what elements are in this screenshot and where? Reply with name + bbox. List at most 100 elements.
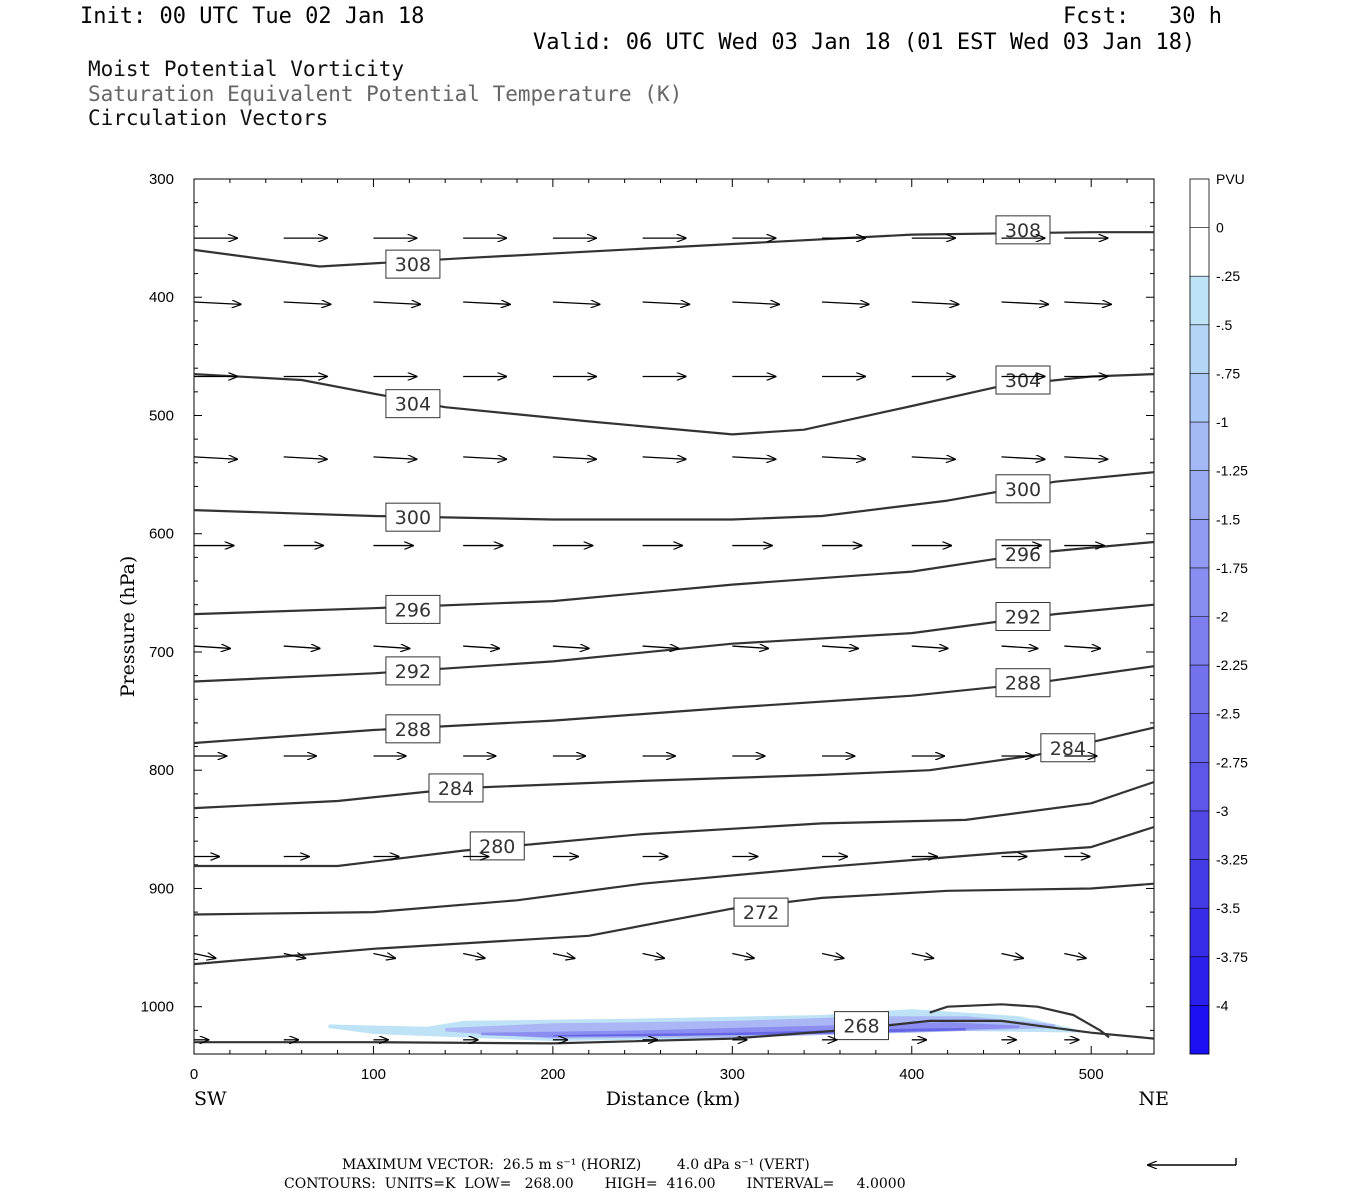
title-moist-pv: Moist Potential Vorticity — [88, 57, 405, 81]
contour-label-box — [469, 831, 525, 861]
circulation-vector — [463, 302, 510, 304]
contour-label-box — [385, 714, 441, 744]
colorbar-bin — [1190, 179, 1209, 229]
contour-label: 288 — [1005, 673, 1041, 695]
contour-label: 300 — [395, 507, 431, 529]
colorbar-label: -2.75 — [1216, 754, 1248, 770]
colorbar-label: -2 — [1216, 609, 1229, 625]
colorbar-label: -1.25 — [1216, 463, 1248, 479]
contour-label-box — [1040, 733, 1096, 763]
colorbar-bin — [1190, 908, 1209, 958]
circulation-vector — [642, 302, 690, 304]
y-tick-label: 500 — [149, 407, 174, 424]
contour-label-box — [995, 602, 1051, 631]
circulation-vector — [552, 953, 575, 958]
contour-284 — [193, 726, 1155, 810]
contour-label: 288 — [395, 719, 431, 741]
title-theta-es: Saturation Equivalent Potential Temperat… — [88, 82, 683, 106]
colorbar-label: -4 — [1216, 997, 1229, 1013]
title-circulation: Circulation Vectors — [88, 106, 329, 130]
colorbar-bin — [1190, 713, 1209, 763]
contour-label: 268 — [843, 1016, 879, 1038]
contour-308 — [193, 231, 1154, 268]
colorbar-bin — [1190, 324, 1209, 374]
circulation-vector — [822, 457, 865, 459]
contour-label-box — [385, 389, 441, 419]
circulation-vector — [642, 953, 665, 958]
x-axis-label: Distance (km) — [606, 1088, 741, 1110]
circulation-vector — [552, 302, 600, 304]
x-tick-label: 200 — [540, 1066, 565, 1083]
colorbar-bin — [1190, 616, 1209, 666]
colorbar-bin — [1190, 1005, 1209, 1055]
x-end-label-sw: SW — [194, 1088, 227, 1110]
circulation-vector — [463, 646, 499, 648]
circulation-vector — [283, 302, 331, 304]
circulation-vector — [1064, 646, 1100, 648]
plot-frame — [193, 178, 1155, 1055]
colorbar-bin — [1190, 859, 1209, 909]
circulation-vector — [1001, 302, 1048, 304]
circulation-vector — [193, 302, 241, 304]
contour-label-box — [995, 474, 1051, 504]
colorbar-bin — [1190, 810, 1209, 861]
contour-label-box — [385, 594, 441, 624]
contour-label-box — [385, 249, 441, 279]
contour-label: 308 — [1005, 220, 1041, 242]
y-tick-label: 600 — [149, 526, 174, 543]
circulation-vector — [193, 646, 230, 648]
circulation-vector — [283, 646, 320, 648]
colorbar-label: -3 — [1216, 803, 1229, 819]
circulation-vector — [1064, 457, 1107, 459]
colorbar-label: -3.25 — [1216, 852, 1248, 868]
contour-label: 304 — [1005, 370, 1041, 392]
circulation-vector — [193, 953, 216, 958]
circulation-vector — [1001, 457, 1044, 459]
circulation-vector — [642, 646, 679, 648]
y-tick-label: 400 — [149, 289, 174, 306]
x-end-label-ne: NE — [1139, 1088, 1170, 1110]
circulation-vector — [193, 457, 237, 459]
circulation-vector — [732, 457, 775, 459]
contour-label: 284 — [438, 778, 474, 800]
footer-contours: CONTOURS: UNITS=K LOW= 268.00 HIGH= 416.… — [284, 1176, 906, 1192]
circulation-vector — [821, 646, 858, 648]
circulation-vector — [1001, 646, 1037, 648]
contour-label: 296 — [1005, 544, 1041, 566]
contour-label: 292 — [395, 661, 431, 683]
colorbar-bin — [1190, 227, 1209, 277]
contour-276 — [193, 825, 1155, 916]
y-tick-label: 800 — [149, 762, 174, 779]
x-tick-label: 500 — [1079, 1066, 1104, 1083]
circulation-vector — [911, 457, 955, 459]
circulation-vector — [1064, 302, 1111, 304]
contour-label: 272 — [743, 902, 779, 924]
contour-label: 304 — [395, 394, 431, 416]
contour-label-box — [385, 656, 441, 686]
init-time: Init: 00 UTC Tue 02 Jan 18 — [80, 4, 425, 29]
circulation-vector — [283, 457, 327, 459]
forecast-hour: Fcst: 30 h — [1063, 4, 1222, 29]
x-tick-label: 300 — [720, 1066, 745, 1083]
colorbar-bin — [1190, 470, 1209, 520]
colorbar-label: -2.5 — [1216, 706, 1240, 722]
colorbar-bin — [1190, 276, 1209, 326]
contour-label-box — [834, 1011, 890, 1041]
contour-268 — [929, 1003, 1110, 1039]
x-tick-label: 100 — [361, 1066, 386, 1083]
circulation-vector — [463, 457, 506, 459]
contour-label: 296 — [395, 599, 431, 621]
colorbar-label: -1 — [1216, 414, 1229, 430]
contour-label-box — [385, 502, 441, 532]
circulation-vector — [911, 302, 959, 304]
contour-label: 284 — [1050, 738, 1086, 760]
x-tick-label: 0 — [190, 1066, 198, 1083]
colorbar-label: -1.75 — [1216, 560, 1248, 576]
contour-280 — [194, 780, 1155, 868]
colorbar-unit: PVU — [1216, 171, 1245, 187]
circulation-vector — [821, 953, 844, 958]
y-tick-label: 300 — [149, 171, 174, 188]
circulation-vector — [373, 646, 409, 648]
circulation-vector — [911, 646, 948, 648]
